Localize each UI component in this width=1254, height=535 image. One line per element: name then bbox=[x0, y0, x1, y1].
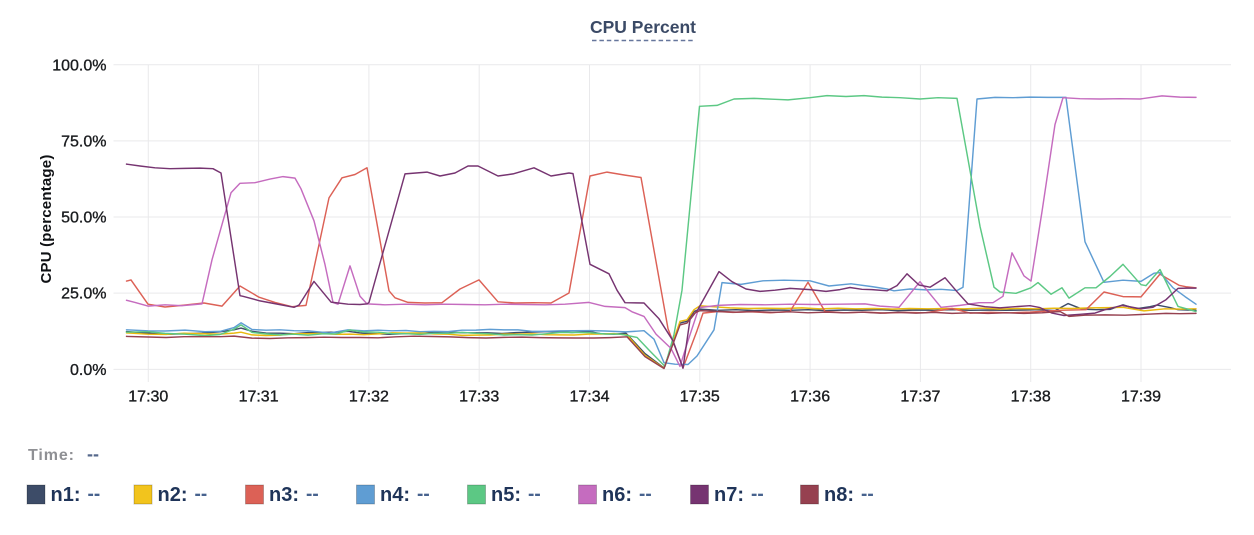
svg-text:50.0%: 50.0% bbox=[61, 210, 106, 227]
svg-text:100.0%: 100.0% bbox=[52, 57, 106, 74]
svg-text:17:33: 17:33 bbox=[459, 389, 499, 406]
svg-text:75.0%: 75.0% bbox=[61, 133, 106, 150]
svg-text:n1:: n1: bbox=[51, 484, 81, 506]
svg-text:17:35: 17:35 bbox=[680, 389, 720, 406]
svg-text:17:38: 17:38 bbox=[1011, 389, 1051, 406]
svg-text:--: -- bbox=[88, 484, 101, 505]
svg-text:n2:: n2: bbox=[158, 484, 188, 506]
svg-text:17:32: 17:32 bbox=[349, 389, 389, 406]
svg-text:Time:: Time: bbox=[28, 447, 75, 464]
svg-text:25.0%: 25.0% bbox=[61, 286, 106, 303]
svg-text:17:30: 17:30 bbox=[128, 389, 168, 406]
svg-text:CPU Percent: CPU Percent bbox=[590, 17, 696, 37]
svg-text:CPU (percentage): CPU (percentage) bbox=[38, 154, 55, 283]
svg-text:17:37: 17:37 bbox=[900, 389, 940, 406]
svg-text:17:39: 17:39 bbox=[1121, 389, 1161, 406]
svg-text:n3:: n3: bbox=[269, 484, 299, 506]
svg-text:--: -- bbox=[861, 484, 874, 505]
svg-text:--: -- bbox=[417, 484, 430, 505]
svg-text:17:34: 17:34 bbox=[569, 389, 609, 406]
svg-text:--: -- bbox=[751, 484, 764, 505]
svg-text:--: -- bbox=[639, 484, 652, 505]
svg-text:--: -- bbox=[306, 484, 319, 505]
svg-text:17:31: 17:31 bbox=[239, 389, 279, 406]
svg-text:0.0%: 0.0% bbox=[70, 362, 106, 379]
svg-text:n5:: n5: bbox=[491, 484, 521, 506]
svg-text:n6:: n6: bbox=[602, 484, 632, 506]
svg-text:--: -- bbox=[87, 444, 99, 464]
svg-text:17:36: 17:36 bbox=[790, 389, 830, 406]
svg-text:--: -- bbox=[195, 484, 208, 505]
svg-text:--: -- bbox=[528, 484, 541, 505]
svg-text:n7:: n7: bbox=[714, 484, 744, 506]
svg-text:n4:: n4: bbox=[380, 484, 410, 506]
svg-text:n8:: n8: bbox=[824, 484, 854, 506]
